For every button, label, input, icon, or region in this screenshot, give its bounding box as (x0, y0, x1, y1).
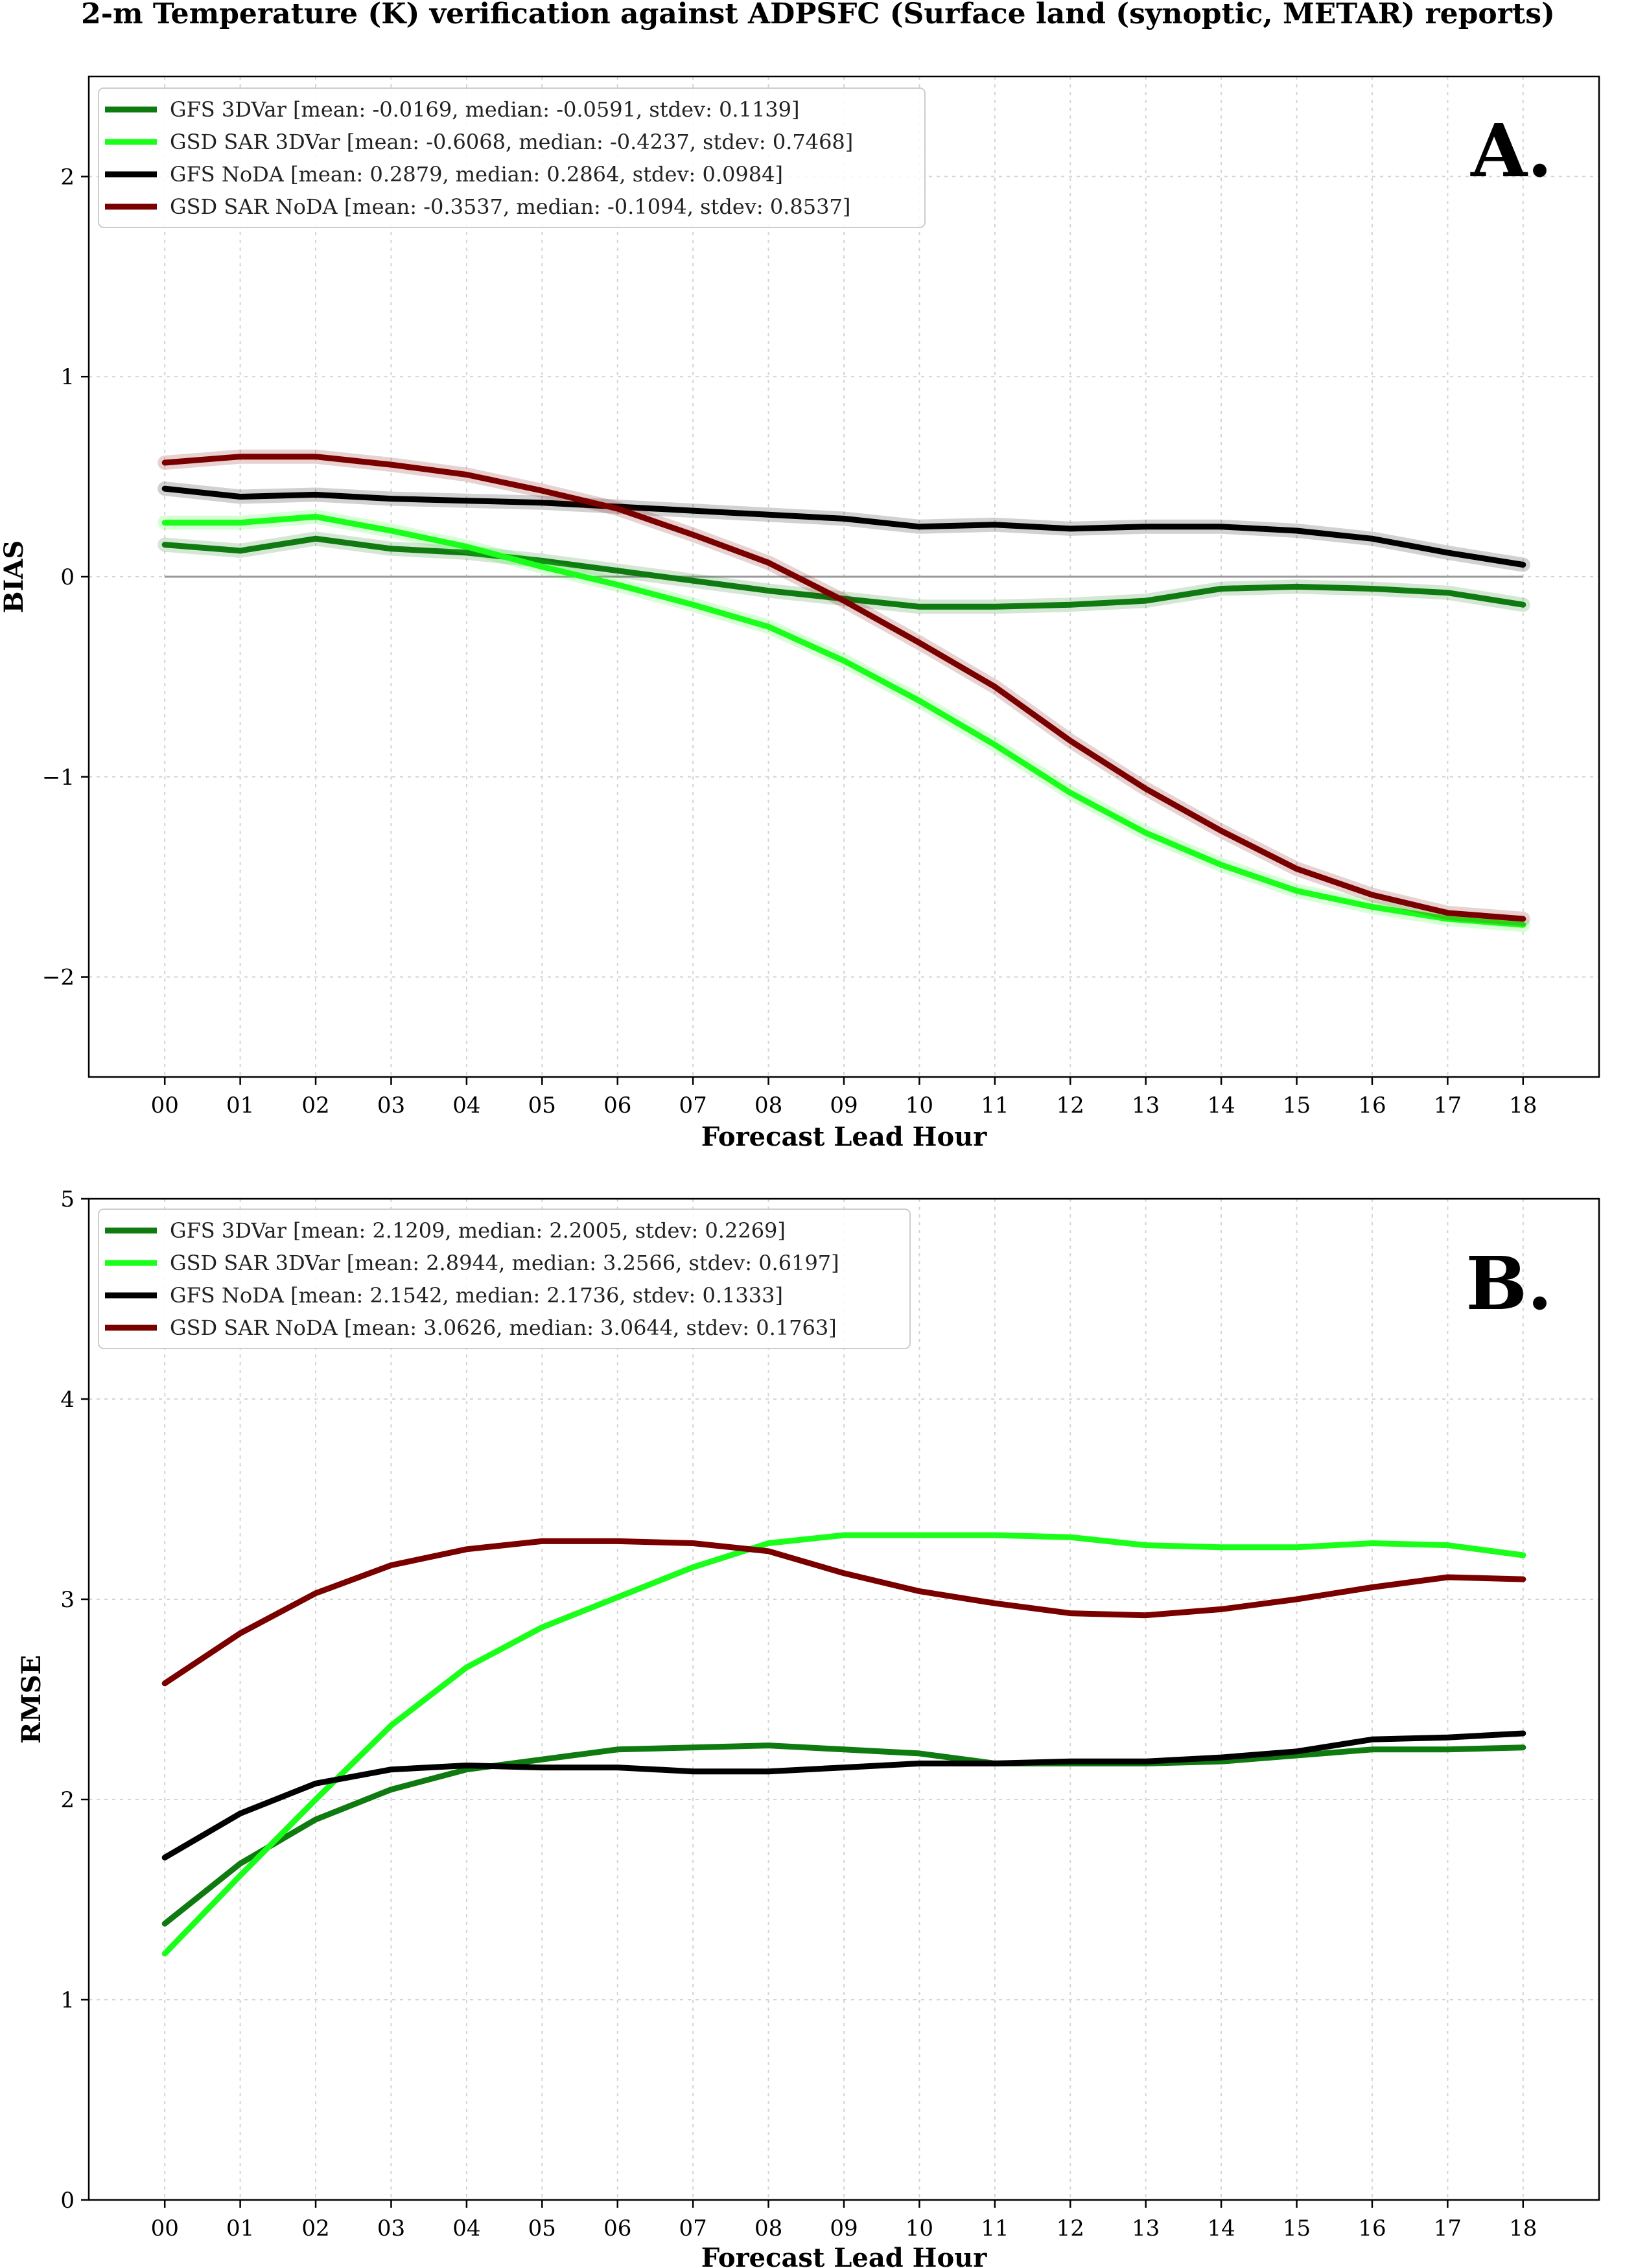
legend-entry-2: GFS NoDA [mean: 2.1542, median: 2.1736, … (170, 1283, 783, 1308)
x-tick-label: 17 (1434, 2216, 1462, 2241)
x-tick-label: 09 (830, 2216, 858, 2241)
rmse-panel: 00 01 02 03 04 05 06 07 08 09 10 11 12 13 14 15 16 17 1854… (16, 1186, 1600, 2268)
x-tick-label: 10 (906, 2216, 933, 2241)
series-line-3 (161, 1538, 1526, 1687)
legend-frame (98, 1209, 911, 1349)
x-tick-label: 07 (679, 1093, 707, 1118)
legend: GFS 3DVar [mean: -0.0169, median: -0.059… (98, 87, 926, 228)
x-tick-label: 13 (1132, 2216, 1160, 2241)
y-axis-label: BIAS (0, 540, 29, 613)
y-tick-label: 1 (60, 1987, 75, 2013)
x-tick-label: 18 (1509, 1093, 1537, 1118)
x-tick-label: 03 (377, 2216, 405, 2241)
x-tick-label: 08 (754, 2216, 782, 2241)
x-tick-label: 01 (226, 2216, 254, 2241)
y-tick-label: −2 (42, 965, 75, 991)
y-tick-label: 1 (60, 364, 75, 390)
x-tick-label: 13 (1132, 1093, 1160, 1118)
x-tick-label: 08 (754, 1093, 782, 1118)
legend-entry-3: GSD SAR NoDA [mean: -0.3537, median: -0.… (170, 194, 850, 219)
series-line-2 (161, 485, 1526, 568)
series-line-3 (161, 454, 1526, 922)
y-tick-label: −1 (42, 765, 75, 791)
series-line-2 (161, 1730, 1526, 1861)
x-tick-label: 01 (226, 1093, 254, 1118)
y-tick-label: 4 (60, 1387, 75, 1413)
x-tick-label: 10 (906, 1093, 933, 1118)
x-tick-label: 06 (603, 1093, 631, 1118)
x-tick-label: 14 (1207, 2216, 1235, 2241)
x-tick-label: 00 (151, 1093, 179, 1118)
legend-entry-3: GSD SAR NoDA [mean: 3.0626, median: 3.06… (170, 1315, 837, 1340)
panel-label: B. (1466, 1242, 1552, 1326)
series-line-0 (161, 1742, 1526, 1927)
x-tick-label: 04 (452, 2216, 480, 2241)
x-axis-label: Forecast Lead Hour (701, 2243, 988, 2268)
x-tick-label: 18 (1509, 2216, 1537, 2241)
y-tick-label: 5 (60, 1186, 75, 1212)
x-tick-label: 00 (151, 2216, 179, 2241)
x-tick-label: 16 (1358, 1093, 1386, 1118)
x-tick-label: 12 (1057, 1093, 1084, 1118)
x-tick-label: 06 (603, 2216, 631, 2241)
x-tick-label: 12 (1057, 2216, 1084, 2241)
x-tick-label: 03 (377, 1093, 405, 1118)
legend-frame (98, 87, 926, 228)
x-tick-label: 16 (1358, 2216, 1386, 2241)
x-tick-label: 15 (1283, 1093, 1311, 1118)
y-tick-label: 2 (60, 1787, 75, 1813)
x-tick-label: 17 (1434, 1093, 1462, 1118)
x-axis-label: Forecast Lead Hour (701, 1122, 988, 1152)
panel-label: A. (1470, 109, 1552, 194)
x-tick-label: 14 (1207, 1093, 1235, 1118)
series-line-1 (161, 1532, 1526, 1957)
legend: GFS 3DVar [mean: 2.1209, median: 2.2005,… (98, 1209, 911, 1349)
y-tick-label: 2 (60, 164, 75, 190)
y-axis-label: RMSE (16, 1655, 47, 1744)
x-tick-label: 11 (981, 1093, 1009, 1118)
legend-entry-2: GFS NoDA [mean: 0.2879, median: 0.2864, … (170, 162, 783, 187)
x-tick-label: 15 (1283, 2216, 1311, 2241)
y-tick-label: 3 (60, 1587, 75, 1613)
figure-title: 2-m Temperature (K) verification against… (81, 0, 1555, 30)
x-tick-label: 11 (981, 2216, 1009, 2241)
legend-entry-0: GFS 3DVar [mean: 2.1209, median: 2.2005,… (170, 1218, 786, 1243)
legend-entry-1: GSD SAR 3DVar [mean: -0.6068, median: -0… (170, 130, 853, 154)
bias-panel: 00 01 02 03 04 05 06 07 08 09 10 11 12 13 14 15 16 17 1821… (0, 75, 1600, 1152)
legend-entry-0: GFS 3DVar [mean: -0.0169, median: -0.059… (170, 97, 800, 122)
x-tick-label: 07 (679, 2216, 707, 2241)
x-tick-label: 02 (301, 1093, 329, 1118)
x-tick-label: 05 (528, 1093, 556, 1118)
x-tick-label: 05 (528, 2216, 556, 2241)
x-tick-label: 09 (830, 1093, 858, 1118)
y-tick-label: 0 (60, 564, 75, 590)
y-tick-label: 0 (60, 2188, 75, 2214)
x-tick-label: 04 (452, 1093, 480, 1118)
legend-entry-1: GSD SAR 3DVar [mean: 2.8944, median: 3.2… (170, 1251, 839, 1275)
x-tick-label: 02 (301, 2216, 329, 2241)
series-line-1 (161, 513, 1526, 928)
